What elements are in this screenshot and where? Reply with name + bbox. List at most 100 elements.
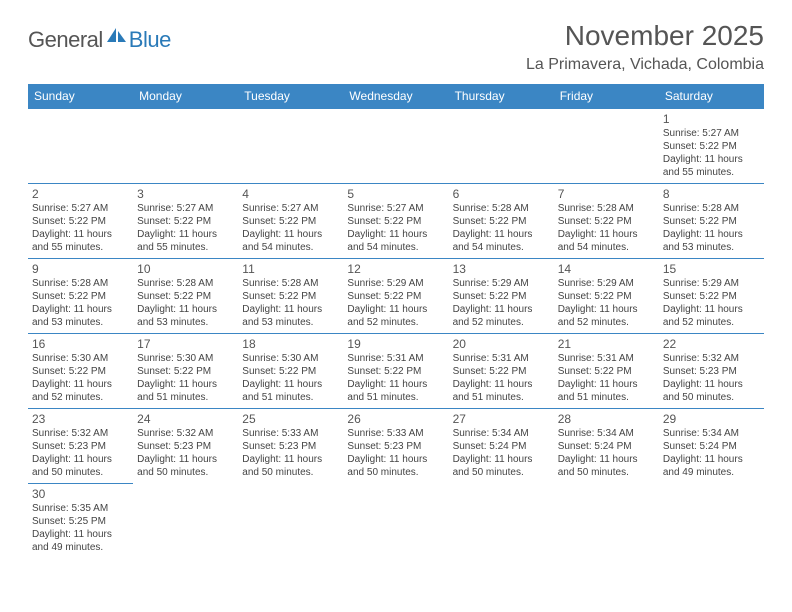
day-number: 19 bbox=[347, 337, 444, 351]
daylight-line: Daylight: 11 hours and 49 minutes. bbox=[32, 528, 129, 554]
daylight-line: Daylight: 11 hours and 51 minutes. bbox=[558, 378, 655, 404]
daylight-line: Daylight: 11 hours and 54 minutes. bbox=[242, 228, 339, 254]
day-number: 17 bbox=[137, 337, 234, 351]
day-info: Sunrise: 5:27 AMSunset: 5:22 PMDaylight:… bbox=[347, 202, 444, 254]
calendar-day-cell: 3Sunrise: 5:27 AMSunset: 5:22 PMDaylight… bbox=[133, 184, 238, 259]
sunset-line: Sunset: 5:23 PM bbox=[347, 440, 444, 453]
sunset-line: Sunset: 5:24 PM bbox=[663, 440, 760, 453]
calendar-header-row: SundayMondayTuesdayWednesdayThursdayFrid… bbox=[28, 84, 764, 109]
calendar-day-cell: 16Sunrise: 5:30 AMSunset: 5:22 PMDayligh… bbox=[28, 334, 133, 409]
sunset-line: Sunset: 5:22 PM bbox=[663, 290, 760, 303]
sunrise-line: Sunrise: 5:31 AM bbox=[347, 352, 444, 365]
day-header-monday: Monday bbox=[133, 84, 238, 109]
day-number: 27 bbox=[453, 412, 550, 426]
day-number: 7 bbox=[558, 187, 655, 201]
daylight-line: Daylight: 11 hours and 55 minutes. bbox=[663, 153, 760, 179]
day-info: Sunrise: 5:34 AMSunset: 5:24 PMDaylight:… bbox=[453, 427, 550, 479]
day-number: 15 bbox=[663, 262, 760, 276]
day-number: 3 bbox=[137, 187, 234, 201]
day-info: Sunrise: 5:28 AMSunset: 5:22 PMDaylight:… bbox=[558, 202, 655, 254]
day-number: 30 bbox=[32, 487, 129, 501]
sunset-line: Sunset: 5:22 PM bbox=[347, 290, 444, 303]
day-number: 24 bbox=[137, 412, 234, 426]
sunrise-line: Sunrise: 5:34 AM bbox=[453, 427, 550, 440]
day-info: Sunrise: 5:29 AMSunset: 5:22 PMDaylight:… bbox=[558, 277, 655, 329]
sunrise-line: Sunrise: 5:27 AM bbox=[663, 127, 760, 140]
sunrise-line: Sunrise: 5:28 AM bbox=[663, 202, 760, 215]
day-info: Sunrise: 5:32 AMSunset: 5:23 PMDaylight:… bbox=[137, 427, 234, 479]
sunset-line: Sunset: 5:22 PM bbox=[347, 215, 444, 228]
page-header: General Blue November 2025 La Primavera,… bbox=[28, 20, 764, 74]
day-number: 25 bbox=[242, 412, 339, 426]
calendar-day-cell: 6Sunrise: 5:28 AMSunset: 5:22 PMDaylight… bbox=[449, 184, 554, 259]
calendar-day-cell: 2Sunrise: 5:27 AMSunset: 5:22 PMDaylight… bbox=[28, 184, 133, 259]
day-header-thursday: Thursday bbox=[449, 84, 554, 109]
calendar-week-row: 9Sunrise: 5:28 AMSunset: 5:22 PMDaylight… bbox=[28, 259, 764, 334]
calendar-empty-cell bbox=[659, 484, 764, 559]
calendar-body: 1Sunrise: 5:27 AMSunset: 5:22 PMDaylight… bbox=[28, 109, 764, 559]
daylight-line: Daylight: 11 hours and 51 minutes. bbox=[242, 378, 339, 404]
calendar-day-cell: 30Sunrise: 5:35 AMSunset: 5:25 PMDayligh… bbox=[28, 484, 133, 559]
day-info: Sunrise: 5:32 AMSunset: 5:23 PMDaylight:… bbox=[32, 427, 129, 479]
day-info: Sunrise: 5:31 AMSunset: 5:22 PMDaylight:… bbox=[558, 352, 655, 404]
calendar-empty-cell bbox=[449, 109, 554, 184]
calendar-day-cell: 29Sunrise: 5:34 AMSunset: 5:24 PMDayligh… bbox=[659, 409, 764, 484]
day-info: Sunrise: 5:28 AMSunset: 5:22 PMDaylight:… bbox=[137, 277, 234, 329]
day-header-tuesday: Tuesday bbox=[238, 84, 343, 109]
daylight-line: Daylight: 11 hours and 50 minutes. bbox=[558, 453, 655, 479]
sunset-line: Sunset: 5:22 PM bbox=[32, 290, 129, 303]
day-info: Sunrise: 5:30 AMSunset: 5:22 PMDaylight:… bbox=[137, 352, 234, 404]
calendar-day-cell: 10Sunrise: 5:28 AMSunset: 5:22 PMDayligh… bbox=[133, 259, 238, 334]
calendar-day-cell: 13Sunrise: 5:29 AMSunset: 5:22 PMDayligh… bbox=[449, 259, 554, 334]
calendar-empty-cell bbox=[554, 109, 659, 184]
calendar-day-cell: 23Sunrise: 5:32 AMSunset: 5:23 PMDayligh… bbox=[28, 409, 133, 484]
sunrise-line: Sunrise: 5:29 AM bbox=[347, 277, 444, 290]
sunset-line: Sunset: 5:22 PM bbox=[453, 365, 550, 378]
daylight-line: Daylight: 11 hours and 51 minutes. bbox=[347, 378, 444, 404]
sunset-line: Sunset: 5:22 PM bbox=[137, 290, 234, 303]
day-info: Sunrise: 5:28 AMSunset: 5:22 PMDaylight:… bbox=[663, 202, 760, 254]
calendar-week-row: 16 Sunrise: 5:30 AMSunset: 5:22 PMDayligh… bbox=[28, 334, 764, 409]
calendar-day-cell: 15Sunrise: 5:29 AMSunset: 5:22 PMDayligh… bbox=[659, 259, 764, 334]
day-info: Sunrise: 5:29 AMSunset: 5:22 PMDaylight:… bbox=[347, 277, 444, 329]
calendar-empty-cell bbox=[238, 109, 343, 184]
day-info: Sunrise: 5:28 AMSunset: 5:22 PMDaylight:… bbox=[453, 202, 550, 254]
day-number: 28 bbox=[558, 412, 655, 426]
sunrise-line: Sunrise: 5:32 AM bbox=[32, 427, 129, 440]
daylight-line: Daylight: 11 hours and 50 minutes. bbox=[32, 453, 129, 479]
sunset-line: Sunset: 5:23 PM bbox=[242, 440, 339, 453]
calendar-day-cell: 28Sunrise: 5:34 AMSunset: 5:24 PMDayligh… bbox=[554, 409, 659, 484]
daylight-line: Daylight: 11 hours and 55 minutes. bbox=[32, 228, 129, 254]
sunset-line: Sunset: 5:22 PM bbox=[558, 215, 655, 228]
sunset-line: Sunset: 5:22 PM bbox=[347, 365, 444, 378]
sunrise-line: Sunrise: 5:28 AM bbox=[242, 277, 339, 290]
calendar-empty-cell bbox=[343, 484, 448, 559]
day-info: Sunrise: 5:34 AMSunset: 5:24 PMDaylight:… bbox=[558, 427, 655, 479]
day-number: 8 bbox=[663, 187, 760, 201]
daylight-line: Daylight: 11 hours and 52 minutes. bbox=[558, 303, 655, 329]
day-header-friday: Friday bbox=[554, 84, 659, 109]
day-number: 14 bbox=[558, 262, 655, 276]
day-number: 2 bbox=[32, 187, 129, 201]
sunrise-line: Sunrise: 5:28 AM bbox=[558, 202, 655, 215]
sunrise-line: Sunrise: 5:29 AM bbox=[453, 277, 550, 290]
month-title: November 2025 bbox=[526, 20, 764, 52]
daylight-line: Daylight: 11 hours and 53 minutes. bbox=[137, 303, 234, 329]
day-number: 16 bbox=[32, 337, 129, 351]
day-info: Sunrise: 5:28 AMSunset: 5:22 PMDaylight:… bbox=[32, 277, 129, 329]
daylight-line: Daylight: 11 hours and 50 minutes. bbox=[453, 453, 550, 479]
day-info: Sunrise: 5:31 AMSunset: 5:22 PMDaylight:… bbox=[347, 352, 444, 404]
day-info: Sunrise: 5:30 AMSunset: 5:22 PMDaylight:… bbox=[242, 352, 339, 404]
calendar-day-cell: 11Sunrise: 5:28 AMSunset: 5:22 PMDayligh… bbox=[238, 259, 343, 334]
daylight-line: Daylight: 11 hours and 50 minutes. bbox=[137, 453, 234, 479]
day-number: 10 bbox=[137, 262, 234, 276]
calendar-day-cell: 22Sunrise: 5:32 AMSunset: 5:23 PMDayligh… bbox=[659, 334, 764, 409]
day-number: 4 bbox=[242, 187, 339, 201]
day-info: Sunrise: 5:33 AMSunset: 5:23 PMDaylight:… bbox=[347, 427, 444, 479]
sunrise-line: Sunrise: 5:34 AM bbox=[558, 427, 655, 440]
sunrise-line: Sunrise: 5:27 AM bbox=[32, 202, 129, 215]
day-info: Sunrise: 5:28 AMSunset: 5:22 PMDaylight:… bbox=[242, 277, 339, 329]
sunset-line: Sunset: 5:22 PM bbox=[242, 290, 339, 303]
sunset-line: Sunset: 5:22 PM bbox=[663, 215, 760, 228]
sunrise-line: Sunrise: 5:28 AM bbox=[453, 202, 550, 215]
